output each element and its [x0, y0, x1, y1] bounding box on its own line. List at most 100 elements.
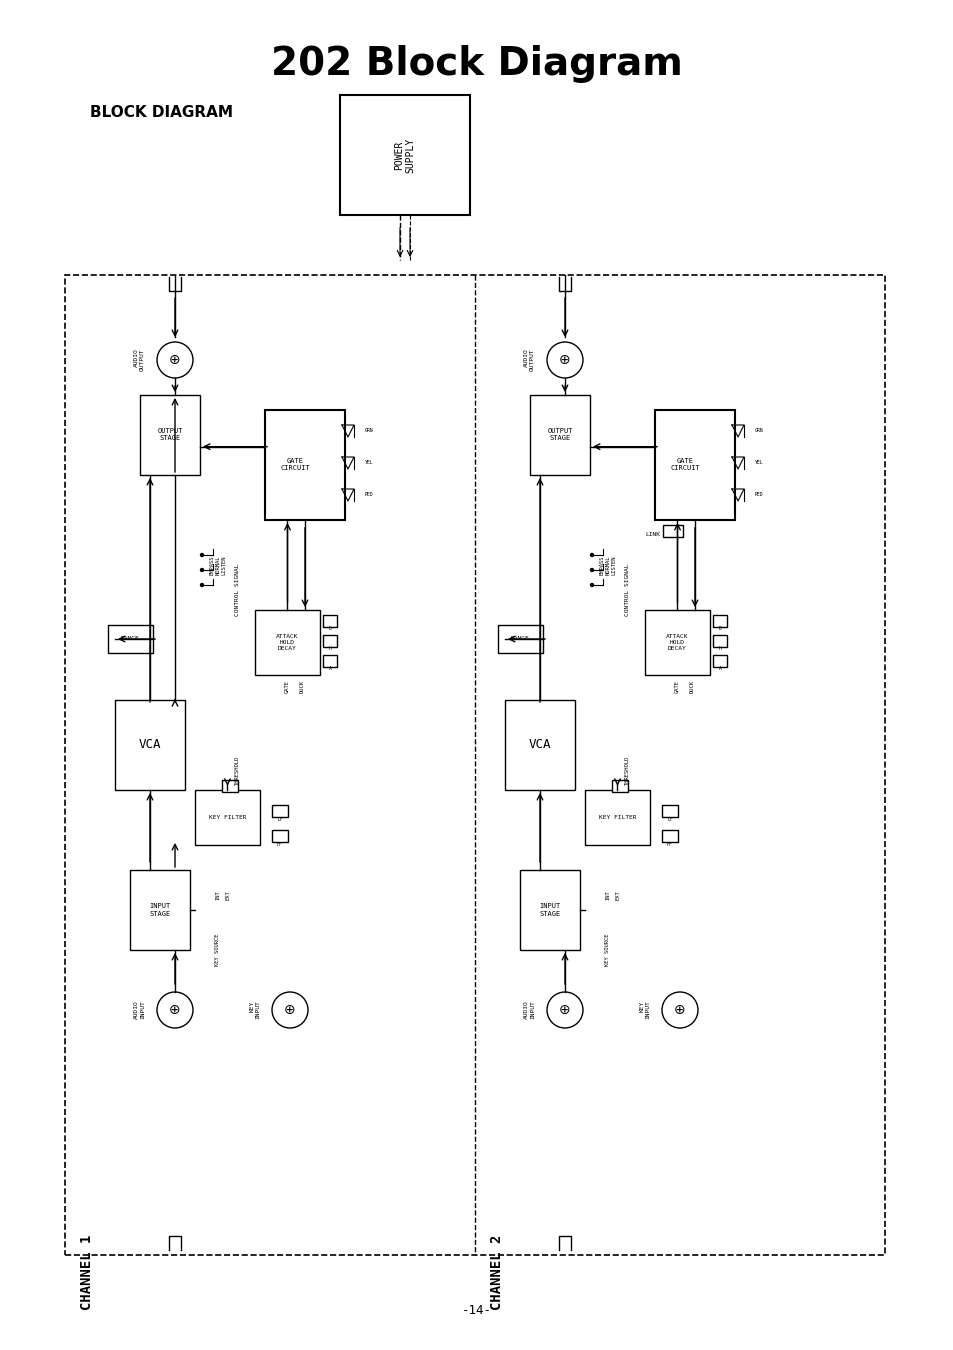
Text: KEY
INPUT: KEY INPUT — [249, 1000, 260, 1019]
Circle shape — [590, 568, 593, 571]
Text: ⊕: ⊕ — [169, 1003, 181, 1017]
Text: GRN: GRN — [754, 428, 762, 433]
Text: ⊕: ⊕ — [169, 352, 181, 367]
Bar — [662, 525, 682, 537]
Bar — [712, 655, 726, 667]
Text: ATTACK
HOLD
DECAY: ATTACK HOLD DECAY — [665, 634, 688, 651]
Bar — [130, 869, 190, 950]
Bar — [65, 275, 884, 1256]
Text: H: H — [328, 647, 331, 651]
Text: DUCK: DUCK — [299, 680, 305, 694]
Text: ⊕: ⊕ — [558, 1003, 570, 1017]
Circle shape — [200, 554, 203, 556]
Text: GATE
CIRCUIT: GATE CIRCUIT — [280, 459, 310, 471]
Text: KEY FILTER: KEY FILTER — [209, 815, 246, 819]
Text: INPUT
STAGE: INPUT STAGE — [150, 903, 171, 917]
Text: HF: HF — [666, 842, 672, 846]
Text: A: A — [328, 666, 331, 671]
Text: INT: INT — [215, 890, 220, 900]
Text: ⊕: ⊕ — [284, 1003, 295, 1017]
Text: D: D — [328, 626, 331, 630]
Bar — [519, 869, 579, 950]
Bar — [655, 410, 734, 520]
Bar — [584, 790, 649, 845]
Text: LF: LF — [276, 817, 283, 822]
Bar — [530, 396, 589, 475]
Text: AUDIO
OUTPUT: AUDIO OUTPUT — [134, 348, 145, 371]
Text: THRESHOLD: THRESHOLD — [234, 756, 240, 784]
Bar — [339, 95, 470, 215]
Text: POWER
SUPPLY: POWER SUPPLY — [394, 138, 416, 173]
Text: H: H — [718, 647, 720, 651]
Text: BYPASS
NORMAL
LISTEN: BYPASS NORMAL LISTEN — [210, 555, 227, 575]
Text: AUDIO
INPUT: AUDIO INPUT — [523, 1000, 535, 1019]
Text: ⊕: ⊕ — [674, 1003, 685, 1017]
Text: VCA: VCA — [528, 738, 551, 752]
Text: LF: LF — [666, 817, 672, 822]
Text: OUTPUT
STAGE: OUTPUT STAGE — [547, 428, 572, 441]
Text: CHANNEL 2: CHANNEL 2 — [490, 1235, 503, 1311]
Text: LINK: LINK — [644, 532, 659, 537]
Text: HF: HF — [276, 842, 283, 846]
Bar — [644, 610, 709, 675]
Bar — [254, 610, 319, 675]
Bar — [272, 805, 288, 817]
Text: D: D — [718, 626, 720, 630]
Text: YEL: YEL — [754, 460, 762, 466]
Text: VCA: VCA — [138, 738, 161, 752]
Text: EXT: EXT — [225, 890, 231, 900]
Text: -14-: -14- — [461, 1304, 492, 1316]
Circle shape — [590, 583, 593, 586]
Text: RANGE: RANGE — [121, 636, 140, 641]
Text: KEY SOURCE: KEY SOURCE — [604, 934, 609, 967]
Text: KEY
INPUT: KEY INPUT — [639, 1000, 649, 1019]
Bar — [323, 634, 336, 647]
Text: CONTROL SIGNAL: CONTROL SIGNAL — [624, 564, 629, 616]
Text: GRN: GRN — [365, 428, 374, 433]
Text: ⊕: ⊕ — [558, 352, 570, 367]
Text: BYPASS
NORMAL
LISTEN: BYPASS NORMAL LISTEN — [599, 555, 616, 575]
Bar — [108, 625, 152, 653]
Bar — [712, 616, 726, 626]
Text: EXT: EXT — [615, 890, 619, 900]
Text: 202 Block Diagram: 202 Block Diagram — [271, 45, 682, 82]
Text: ATTACK
HOLD
DECAY: ATTACK HOLD DECAY — [276, 634, 298, 651]
Bar — [497, 625, 542, 653]
Circle shape — [200, 568, 203, 571]
Text: GATE: GATE — [285, 680, 290, 694]
Text: GATE: GATE — [675, 680, 679, 694]
Text: CHANNEL 1: CHANNEL 1 — [80, 1235, 94, 1311]
Bar — [661, 830, 678, 842]
Bar — [115, 701, 185, 790]
Text: RANGE: RANGE — [511, 636, 529, 641]
Text: OUTPUT
STAGE: OUTPUT STAGE — [157, 428, 183, 441]
Bar — [194, 790, 260, 845]
Text: GATE
CIRCUIT: GATE CIRCUIT — [669, 459, 700, 471]
Bar — [323, 655, 336, 667]
Text: YEL: YEL — [365, 460, 374, 466]
Text: RED: RED — [365, 493, 374, 498]
Circle shape — [590, 554, 593, 556]
Text: KEY SOURCE: KEY SOURCE — [214, 934, 220, 967]
Text: INT: INT — [605, 890, 610, 900]
Text: RED: RED — [754, 493, 762, 498]
Bar — [272, 830, 288, 842]
Bar — [661, 805, 678, 817]
Bar — [222, 780, 237, 792]
Bar — [323, 616, 336, 626]
Text: DUCK: DUCK — [689, 680, 695, 694]
Text: INPUT
STAGE: INPUT STAGE — [538, 903, 560, 917]
Text: AUDIO
INPUT: AUDIO INPUT — [134, 1000, 145, 1019]
Bar — [712, 634, 726, 647]
Text: THRESHOLD: THRESHOLD — [624, 756, 629, 784]
Circle shape — [200, 583, 203, 586]
Bar — [140, 396, 200, 475]
Text: BLOCK DIAGRAM: BLOCK DIAGRAM — [90, 105, 233, 120]
Bar — [504, 701, 575, 790]
Text: KEY FILTER: KEY FILTER — [598, 815, 636, 819]
Text: A: A — [718, 666, 720, 671]
Bar — [265, 410, 345, 520]
Bar — [612, 780, 627, 792]
Text: CONTROL SIGNAL: CONTROL SIGNAL — [234, 564, 240, 616]
Text: AUDIO
OUTPUT: AUDIO OUTPUT — [523, 348, 535, 371]
